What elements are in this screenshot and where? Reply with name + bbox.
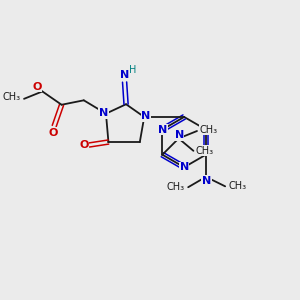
Text: N: N (120, 70, 129, 80)
Text: N: N (202, 176, 211, 186)
Text: O: O (79, 140, 88, 150)
Text: CH₃: CH₃ (196, 146, 214, 156)
Text: CH₃: CH₃ (167, 182, 185, 192)
Text: CH₃: CH₃ (229, 181, 247, 191)
Text: N: N (141, 111, 151, 121)
Text: H: H (129, 65, 137, 75)
Text: CH₃: CH₃ (199, 124, 217, 134)
Text: N: N (158, 124, 167, 134)
Text: O: O (48, 128, 57, 137)
Text: N: N (201, 124, 211, 134)
Text: N: N (179, 162, 189, 172)
Text: O: O (32, 82, 42, 92)
Text: CH₃: CH₃ (3, 92, 21, 102)
Text: N: N (175, 130, 184, 140)
Text: N: N (99, 108, 108, 118)
